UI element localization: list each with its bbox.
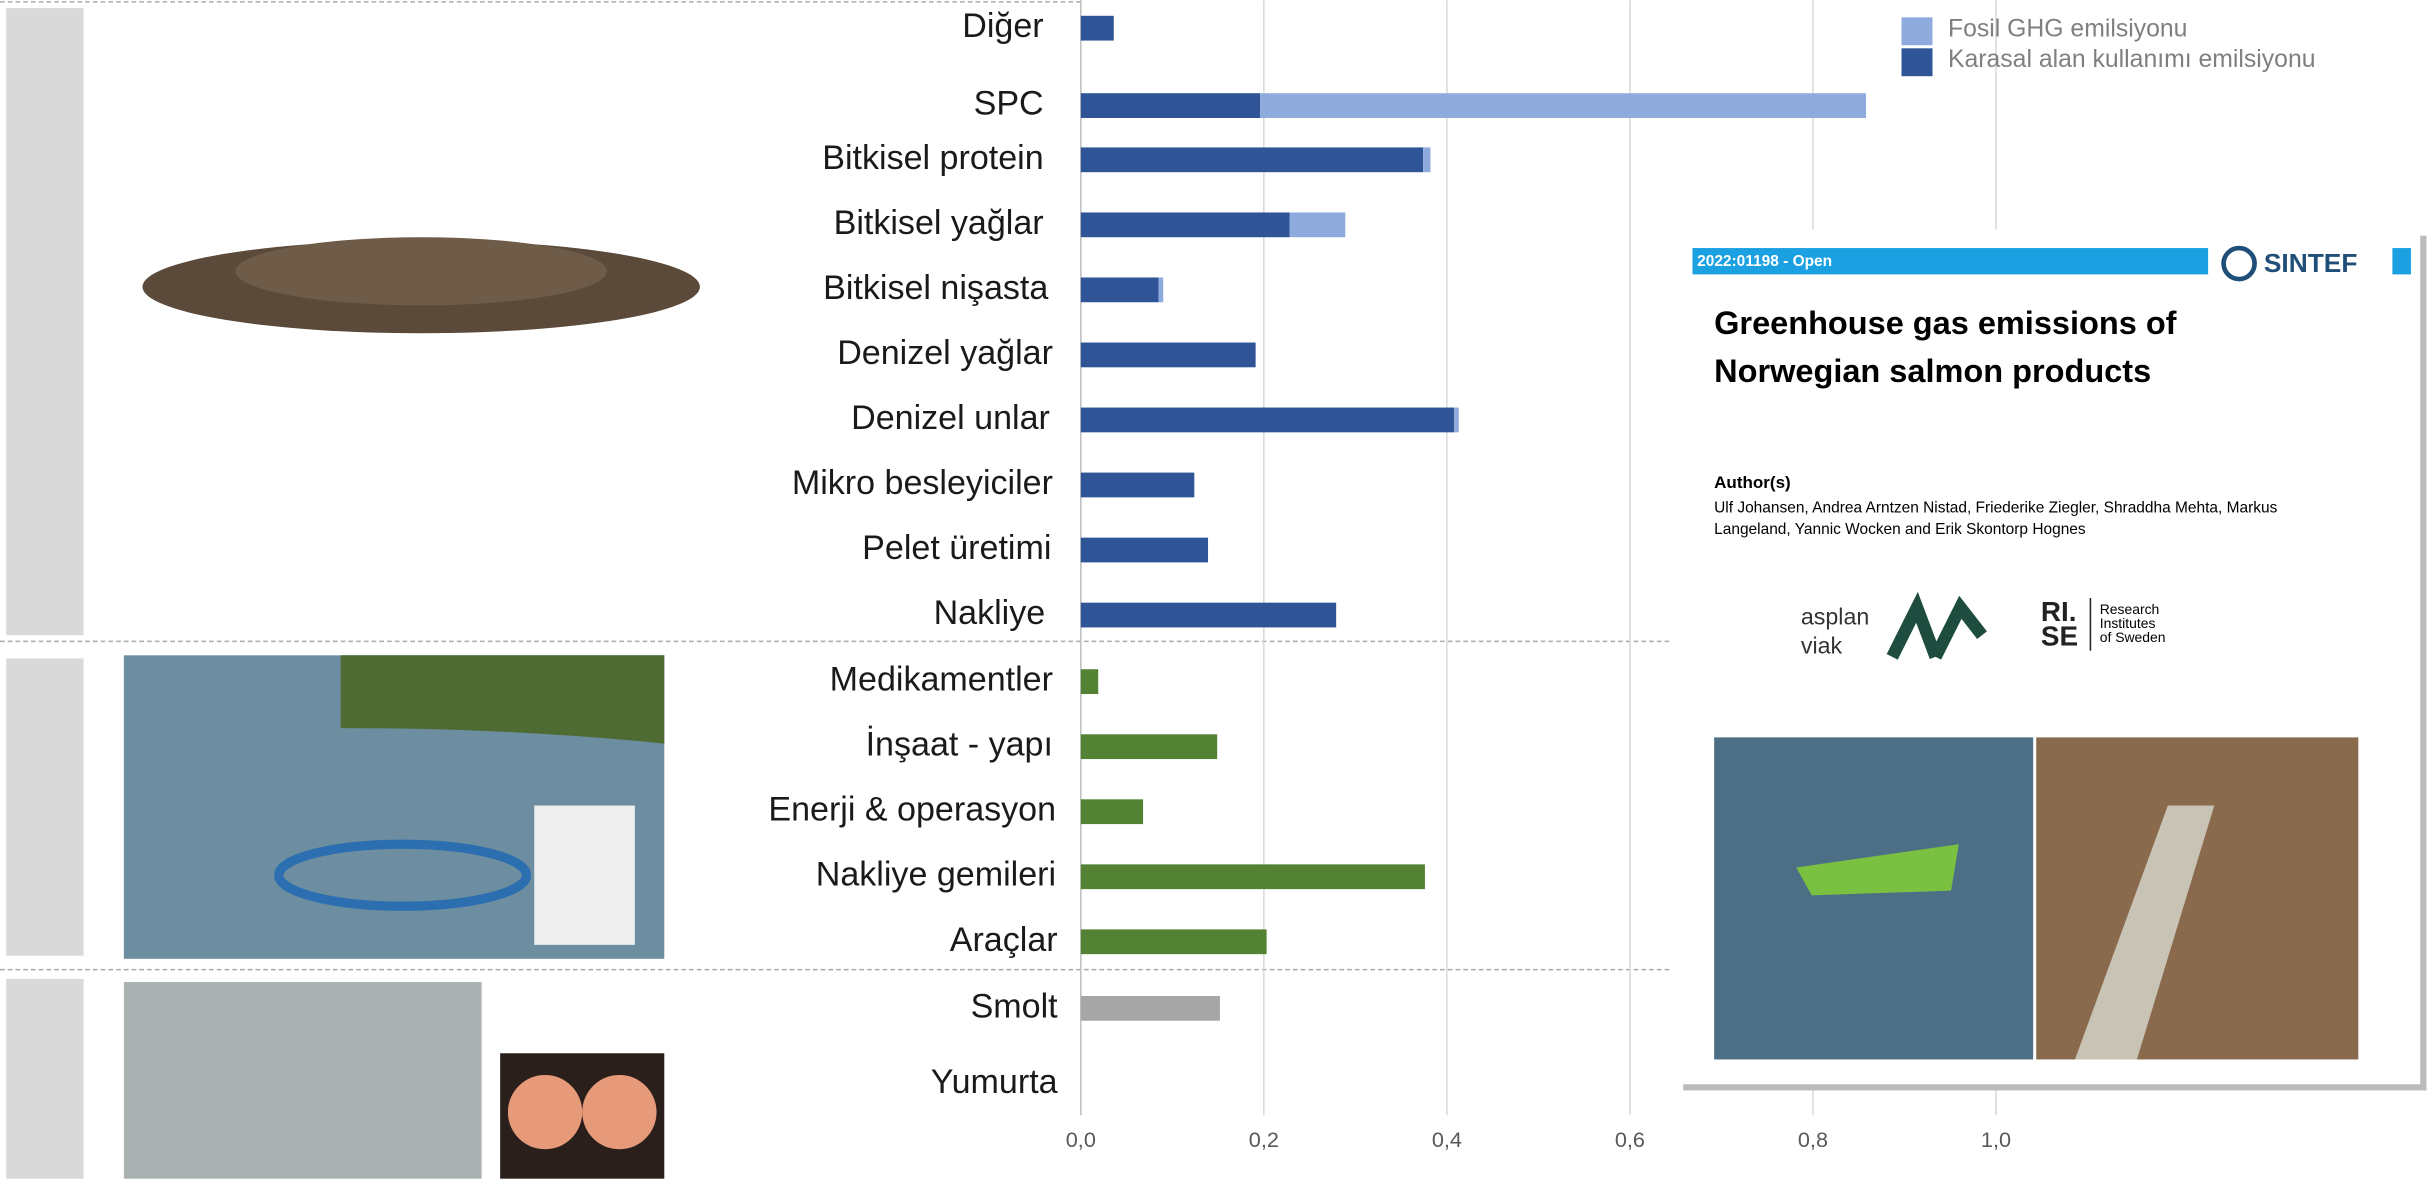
bar [1289,212,1346,238]
partner-caption: of Sweden [2100,629,2166,645]
farm-image [274,839,532,911]
banner [1692,248,2209,275]
authors: Langeland, Yannic Wocken and Erik Skonto… [1714,521,2086,538]
x-tick-label: 0,0 [1066,1127,1096,1152]
group-box [6,978,84,1179]
report-inset: 2022:01198 - Open SINTEF Greenhouse gas … [1676,229,2427,1091]
banner [2392,248,2411,275]
x-tick-label: 0,6 [1615,1127,1645,1152]
partner-caption: Research [2100,601,2160,617]
partner-logo: RI. [2041,596,2077,627]
category-label: Bitkisel nişasta [823,269,1048,307]
bar [1080,472,1195,498]
legend-swatch [1901,48,1933,77]
bar [1454,407,1459,433]
bar [1080,929,1267,955]
bar [1158,277,1164,303]
logo [2221,245,2257,282]
bar [1260,93,1867,118]
author-heading: Author(s) [1714,473,1791,492]
category-label: Mikro besleyiciler [792,464,1053,502]
partner-logo: viak [1801,633,1843,659]
x-tick-label: 0,4 [1432,1127,1462,1152]
legend-label: Fosil GHG emilsiyonu [1948,15,2187,42]
pellet-image [235,237,607,306]
report-code: 2022:01198 - Open [1697,253,1832,270]
partner-caption: Institutes [2100,615,2156,631]
report-photo [2036,737,2359,1060]
egg-image [507,1074,583,1150]
report-photo [1714,737,2034,1060]
category-label: Yumurta [931,1063,1058,1101]
category-label: Enerji & operasyon [768,791,1056,829]
bar [1080,407,1455,433]
bar [1080,734,1218,760]
group-box [6,658,84,956]
images [123,237,700,1179]
group-box [6,8,84,636]
brand: SINTEF [2264,248,2358,278]
category-label: Nakliye gemileri [816,856,1056,894]
bar [1080,669,1099,695]
partner-logo [1886,591,1987,660]
bar [1080,995,1220,1021]
bar [1080,15,1114,41]
fish-image [123,982,482,1179]
report-title: Norwegian salmon products [1714,353,2151,389]
category-label: Diğer [962,7,1043,45]
category-label: Denizel yağlar [837,334,1053,372]
partner-logo: SE [2041,621,2078,652]
bar [1080,602,1337,628]
bar [1080,342,1256,368]
category-label: Medikamentler [830,661,1053,699]
bar [1080,212,1290,238]
bar [1080,537,1209,563]
bar [1080,147,1424,173]
category-label: Bitkisel yağlar [834,204,1044,242]
x-tick-label: 0,2 [1249,1127,1279,1152]
category-label: SPC [974,85,1044,123]
report-title: Greenhouse gas emissions of [1714,305,2177,341]
bar [1080,277,1159,303]
x-tick-label: 0,8 [1798,1127,1828,1152]
plot: YemBüyütmeSmolt & Yüm.0,00,20,40,60,81,0… [28,0,2316,1164]
partner-logo: asplan [1801,603,1869,629]
category-label: Denizel unlar [851,399,1050,437]
farm-image [534,805,635,945]
category-label: Bitkisel protein [822,139,1043,177]
egg-image [582,1074,657,1150]
category-label: Nakliye [934,594,1046,632]
category-label: Araçlar [950,921,1058,959]
bar [1423,147,1431,173]
legend-swatch [1901,17,1933,46]
authors: Ulf Johansen, Andrea Arntzen Nistad, Fri… [1714,499,2277,516]
bar [1080,799,1144,825]
category-label: Smolt [971,987,1059,1025]
report-photo [1796,844,1959,896]
category-label: İnşaat - yapı [866,726,1053,764]
x-tick-label: 1,0 [1981,1127,2011,1152]
category-label: Pelet üretimi [862,529,1051,567]
farm-image [340,655,665,744]
legend-label: Karasal alan kullanımı emilsiyonu [1948,46,2316,73]
report-photo [2074,805,2215,1060]
bar [1080,864,1425,890]
bar [1080,93,1261,118]
